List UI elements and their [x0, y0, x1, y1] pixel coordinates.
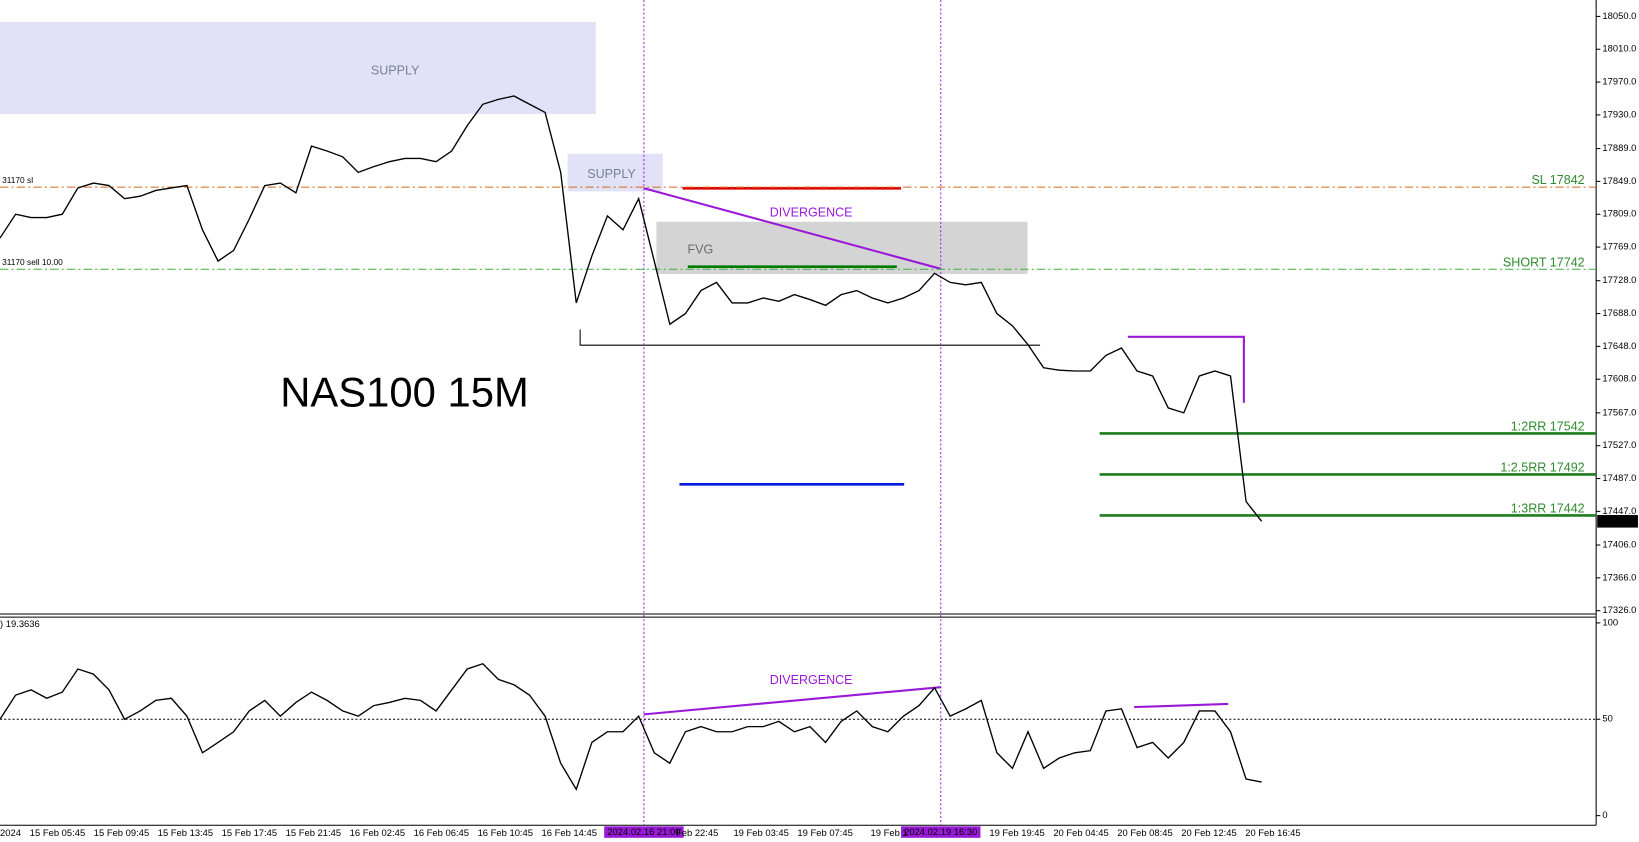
y-tick-label: 17567.0 — [1602, 406, 1636, 417]
annotation: SUPPLY — [371, 63, 420, 77]
y-tick-label: 17366.0 — [1602, 571, 1636, 582]
order-tag: 31170 sl — [2, 175, 33, 185]
y-tick-label: 17930.0 — [1602, 108, 1636, 119]
price-line — [0, 662, 1262, 792]
x-tick-label: 19 Feb 07:45 — [797, 827, 852, 838]
x-tick-label: Feb 22:45 — [676, 827, 718, 838]
annotation: SUPPLY — [587, 167, 636, 181]
annotation: DIVERGENCE — [770, 673, 853, 687]
x-tick-label: 20 Feb 12:45 — [1181, 827, 1236, 838]
y-tick-label: 17406.0 — [1602, 539, 1636, 550]
x-tick-label: 20 Feb 04:45 — [1053, 827, 1108, 838]
y-tick-label: 17487.0 — [1602, 472, 1636, 483]
y-tick-label: 17849.0 — [1602, 175, 1636, 186]
level-label: SL 17842 — [1531, 173, 1584, 187]
price-line — [0, 95, 1263, 522]
y-tick-label: 17970.0 — [1602, 76, 1636, 87]
indicator-label: ) 19.3636 — [0, 618, 40, 629]
y-tick-label: 17728.0 — [1602, 274, 1636, 285]
time-marker-box — [604, 826, 684, 838]
y-tick-label: 17326.0 — [1602, 604, 1636, 615]
annotation: FVG — [687, 242, 713, 256]
x-tick-label: 2024 — [0, 827, 21, 838]
x-tick-label: 20 Feb 08:45 — [1117, 827, 1172, 838]
x-tick-label: 15 Feb 09:45 — [94, 827, 149, 838]
y-tick-label: 18050.0 — [1602, 10, 1636, 21]
time-marker-label: 2024.02.16 21:00 — [607, 826, 680, 837]
y-tick-label: 18010.0 — [1602, 43, 1636, 54]
level-label: 1:2RR 17542 — [1511, 419, 1585, 433]
level-label: 1:2.5RR 17492 — [1500, 460, 1584, 474]
x-tick-label: 19 Feb 1 — [871, 827, 908, 838]
chart-title: NAS100 15M — [280, 368, 529, 415]
range-box — [579, 329, 1041, 346]
x-tick-label: 16 Feb 02:45 — [350, 827, 405, 838]
x-tick-label: 15 Feb 13:45 — [158, 827, 213, 838]
x-tick-label: 15 Feb 21:45 — [286, 827, 341, 838]
fvg-zone — [656, 221, 1028, 275]
supply-zone — [567, 153, 663, 192]
x-tick-label: 15 Feb 05:45 — [30, 827, 85, 838]
order-tag: 31170 sell 10.00 — [2, 257, 63, 267]
y-tick-label: 17809.0 — [1602, 208, 1636, 219]
x-tick-label: 15 Feb 17:45 — [222, 827, 277, 838]
x-tick-label: 16 Feb 06:45 — [414, 827, 469, 838]
supply-zone — [0, 21, 596, 115]
high-line — [1127, 335, 1245, 403]
x-tick-label: 19 Feb 19:45 — [989, 827, 1044, 838]
x-tick-label: 16 Feb 10:45 — [478, 827, 533, 838]
y-tick-label: 17769.0 — [1602, 241, 1636, 252]
divergence-line — [1134, 702, 1229, 709]
y-tick-label: 17447.0 — [1602, 505, 1636, 516]
y-tick-label: 17889.0 — [1602, 142, 1636, 153]
y-tick-label: 17688.0 — [1602, 307, 1636, 318]
y-tick-label: 100 — [1602, 616, 1618, 627]
x-tick-label: 16 Feb 14:45 — [542, 827, 597, 838]
time-marker-box — [901, 826, 981, 838]
y-tick-label: 0 — [1602, 809, 1607, 820]
annotation: DIVERGENCE — [770, 206, 853, 220]
level-label: 1:3RR 17442 — [1511, 502, 1585, 516]
y-tick-label: 17527.0 — [1602, 439, 1636, 450]
last-price-box — [1597, 515, 1638, 528]
x-tick-label: 19 Feb 03:45 — [733, 827, 788, 838]
last-price-label: 17434.9 — [1600, 515, 1634, 526]
y-tick-label: 50 — [1602, 713, 1612, 724]
y-tick-label: 17648.0 — [1602, 340, 1636, 351]
time-marker-label: 2024.02.19 16:30 — [904, 826, 977, 837]
divergence-line — [643, 187, 942, 270]
y-tick-label: 17608.0 — [1602, 373, 1636, 384]
divergence-line — [643, 686, 941, 716]
level-label: SHORT 17742 — [1503, 255, 1585, 269]
x-tick-label: 20 Feb 16:45 — [1245, 827, 1300, 838]
